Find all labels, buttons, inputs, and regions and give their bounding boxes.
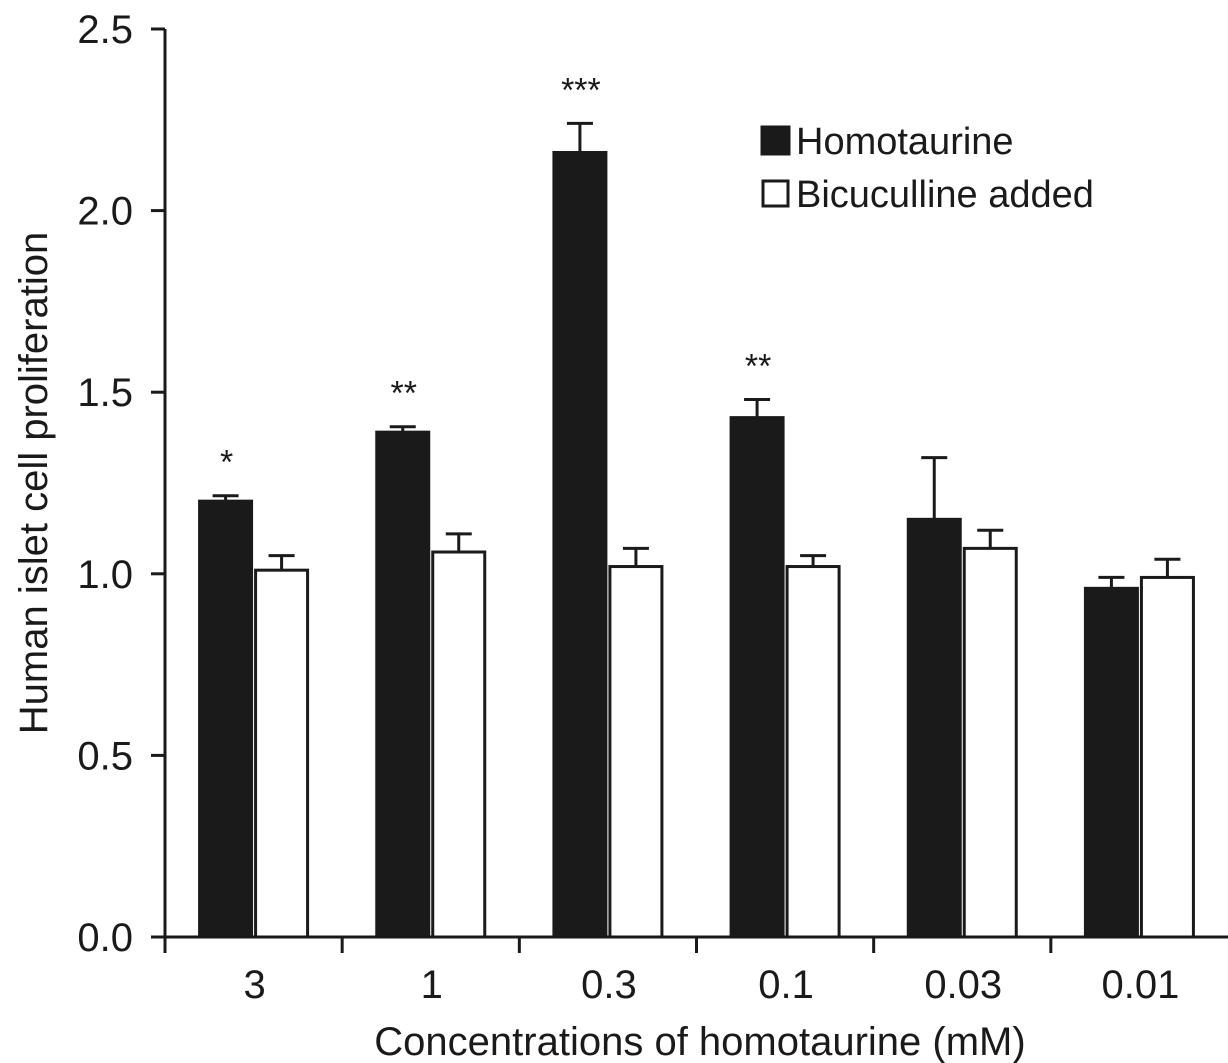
bar-homotaurine [198, 499, 254, 939]
legend-swatch-homotaurine [760, 125, 791, 156]
x-tick-label: 0.1 [758, 963, 814, 1007]
y-tick-label: 0.5 [77, 734, 133, 778]
significance-label: ** [391, 375, 417, 413]
significance-label: ** [745, 347, 771, 385]
bar-bicuculline [431, 550, 487, 939]
bar-bicuculline [1139, 575, 1195, 939]
x-tick-label: 1 [421, 963, 443, 1007]
y-tick-label: 2.0 [77, 190, 133, 234]
plot-area: 0.0 0.5 1.0 1.5 2.0 2.5 3 * 1 ** 0.3 *** 0.1 ** 0.03 0.… [77, 8, 1228, 1007]
y-tick-label: 2.5 [77, 8, 133, 52]
significance-label: *** [561, 71, 601, 109]
legend-label-homotaurine: Homotaurine [796, 121, 1014, 163]
bar-homotaurine [552, 150, 608, 939]
x-tick-label: 0.03 [924, 963, 1002, 1007]
bar-homotaurine [1083, 586, 1139, 939]
x-axis-label: Concentrations of homotaurine (mM) [374, 1020, 1025, 1063]
bar-homotaurine [729, 416, 785, 939]
x-tick-label: 0.3 [581, 963, 637, 1007]
y-axis-label: Human islet cell proliferation [12, 232, 56, 734]
bar-bicuculline [608, 565, 664, 939]
bar-homotaurine [906, 517, 962, 939]
legend-label-bicuculline: Bicuculline added [796, 174, 1094, 216]
legend-swatch-bicuculline [761, 179, 790, 208]
bar-homotaurine [375, 430, 431, 939]
bar-bicuculline [962, 546, 1018, 939]
y-tick-label: 0.0 [77, 916, 133, 960]
bar-bicuculline [785, 565, 841, 939]
y-tick-label: 1.5 [77, 371, 133, 415]
bar-bicuculline [254, 568, 310, 939]
legend: Homotaurine Bicuculline added [760, 121, 1094, 216]
y-tick-label: 1.0 [77, 553, 133, 597]
x-tick-label: 0.01 [1101, 963, 1179, 1007]
significance-label: * [220, 444, 233, 482]
x-tick-label: 3 [243, 963, 265, 1007]
